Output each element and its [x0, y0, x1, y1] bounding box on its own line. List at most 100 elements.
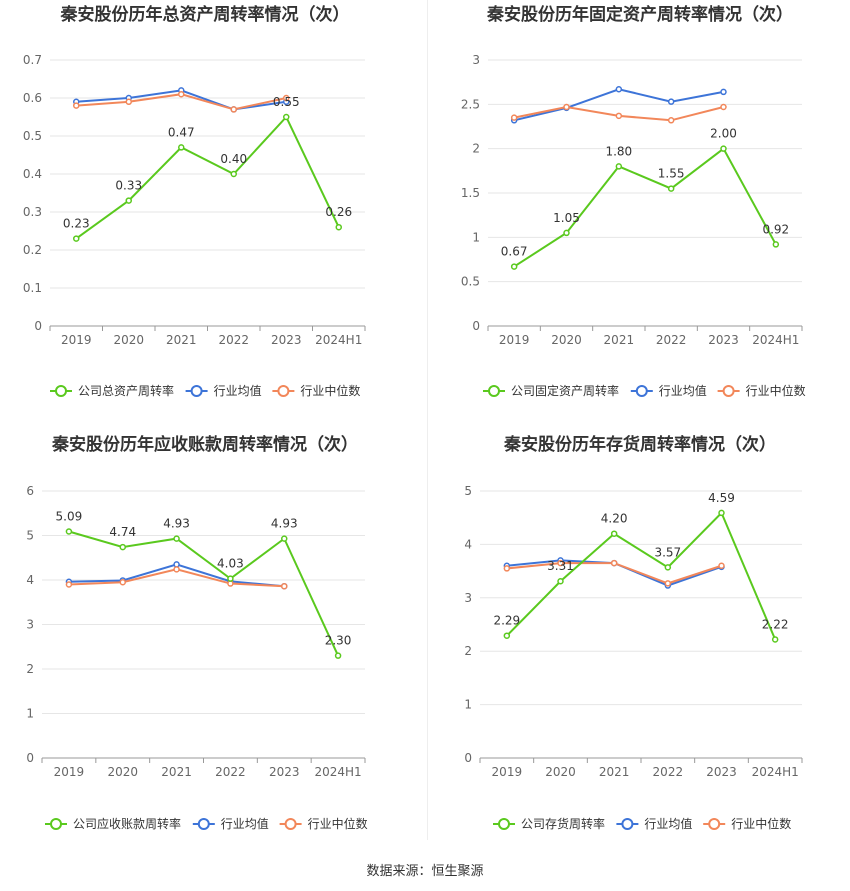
- y-tick-label: 3: [26, 618, 34, 632]
- y-tick-label: 0: [464, 751, 472, 765]
- x-tick-label: 2019: [492, 765, 523, 779]
- legend-item-industry_avg[interactable]: 行业均值: [185, 383, 262, 398]
- data-label: 1.05: [553, 211, 580, 225]
- x-tick-label: 2022: [656, 333, 687, 347]
- legend-item-company[interactable]: 公司应收账款周转率: [45, 816, 181, 831]
- legend-label: 行业中位数: [746, 383, 806, 398]
- legend-label: 公司总资产周转率: [78, 383, 174, 398]
- y-tick-label: 6: [26, 484, 34, 498]
- data-label: 4.20: [601, 512, 628, 526]
- legend-item-industry_median[interactable]: 行业中位数: [703, 816, 791, 831]
- data-point-industry_median: [283, 94, 290, 102]
- y-tick-label: 5: [464, 484, 472, 498]
- data-point-company: [503, 632, 511, 639]
- data-point-company: [664, 564, 672, 571]
- data-point-company: [563, 229, 570, 237]
- legend-item-industry_median[interactable]: 行业中位数: [272, 383, 360, 398]
- x-tick-label: 2019: [61, 333, 92, 347]
- legend-label: 行业中位数: [308, 816, 368, 831]
- y-tick-label: 0.6: [23, 91, 42, 105]
- x-tick-label: 2023: [269, 765, 300, 779]
- legend-marker: [50, 818, 62, 830]
- legend-marker: [498, 818, 510, 830]
- chart-title: 秦安股份历年总资产周转率情况（次）: [61, 4, 350, 25]
- data-label: 4.74: [109, 525, 136, 539]
- data-label: 2.29: [493, 614, 520, 628]
- data-label: 4.93: [271, 517, 298, 531]
- data-point-company: [173, 535, 180, 542]
- legend-item-industry_avg[interactable]: 行业均值: [630, 383, 707, 398]
- legend-marker: [621, 818, 634, 830]
- x-tick-label: 2023: [708, 333, 739, 347]
- y-tick-label: 3: [472, 53, 480, 67]
- y-tick-label: 0.5: [461, 275, 480, 289]
- data-label: 3.57: [654, 545, 681, 559]
- data-point-company: [771, 636, 779, 643]
- x-tick-label: 2022: [215, 765, 246, 779]
- charts-canvas: 秦安股份历年总资产周转率情况（次） 0 0.1 0.2 0.3 0.4 0.5 0.6 0.7 2…: [23, 4, 806, 831]
- data-label: 0.47: [168, 125, 195, 139]
- data-point-industry_median: [65, 581, 73, 588]
- data-point-industry_avg: [720, 88, 727, 96]
- legend-marker: [197, 818, 210, 830]
- source-note: 数据来源：恒生聚源: [366, 864, 484, 879]
- legend-marker: [55, 385, 67, 397]
- legend-item-company[interactable]: 公司固定资产周转率: [483, 383, 619, 398]
- data-point-industry_median: [119, 578, 126, 586]
- data-point-industry_median: [125, 98, 132, 106]
- legend-marker: [635, 385, 648, 397]
- y-tick-label: 4: [464, 537, 472, 551]
- data-point-industry_median: [720, 103, 727, 111]
- x-tick-label: 2024H1: [752, 333, 799, 347]
- legend-label: 行业中位数: [300, 383, 360, 398]
- data-label: 0.55: [273, 95, 300, 109]
- data-point-industry_median: [173, 566, 180, 573]
- x-tick-label: 2021: [161, 765, 192, 779]
- data-label: 0.23: [63, 217, 90, 231]
- data-point-company: [610, 530, 618, 537]
- series-line-company: [68, 530, 339, 657]
- legend-item-industry_avg[interactable]: 行业均值: [616, 816, 692, 831]
- x-tick-label: 2024H1: [315, 333, 362, 347]
- panel-divider: [427, 0, 428, 840]
- series-line-company: [506, 511, 777, 640]
- legend-label: 公司固定资产周转率: [511, 383, 619, 398]
- legend-item-company[interactable]: 公司存货周转率: [493, 816, 605, 831]
- x-tick-label: 2021: [166, 333, 197, 347]
- data-label: 4.59: [708, 491, 735, 505]
- legend-item-company[interactable]: 公司总资产周转率: [50, 383, 174, 398]
- y-tick-label: 3: [464, 591, 472, 605]
- data-label: 0.33: [115, 179, 142, 193]
- data-point-company: [615, 163, 623, 170]
- x-tick-label: 2024H1: [752, 765, 799, 779]
- y-tick-label: 0.1: [23, 281, 42, 295]
- data-point-industry_median: [510, 114, 518, 121]
- series-line-company: [513, 147, 777, 268]
- legend-marker: [722, 385, 735, 397]
- x-tick-label: 2019: [499, 333, 530, 347]
- data-point-industry_median: [615, 112, 623, 120]
- data-point-industry_avg: [667, 98, 675, 105]
- data-point-industry_median: [610, 559, 618, 567]
- data-label: 1.55: [658, 167, 685, 181]
- legend-marker: [488, 385, 500, 397]
- data-point-industry_median: [230, 106, 237, 113]
- x-tick-label: 2021: [599, 765, 630, 779]
- x-tick-label: 2022: [218, 333, 249, 347]
- y-tick-label: 0: [34, 319, 42, 333]
- chart-panel-3: 秦安股份历年应收账款周转率情况（次） 0 1 2 3 4 5 6 2019 2020 2021 202…: [26, 434, 367, 831]
- y-tick-label: 2.5: [461, 97, 480, 111]
- data-point-industry_median: [178, 90, 185, 98]
- y-tick-label: 1.5: [461, 186, 480, 200]
- legend-item-industry_avg[interactable]: 行业均值: [192, 816, 269, 831]
- legend-item-industry_median[interactable]: 行业中位数: [279, 816, 368, 831]
- x-tick-label: 2022: [653, 765, 684, 779]
- y-tick-label: 2: [464, 644, 472, 658]
- legend-item-industry_median[interactable]: 行业中位数: [717, 383, 806, 398]
- data-point-company: [283, 113, 290, 121]
- data-point-company: [230, 170, 237, 178]
- legend-label: 公司应收账款周转率: [73, 816, 181, 831]
- data-label: 0.92: [762, 222, 789, 236]
- legend-marker: [190, 385, 203, 397]
- data-point-company: [227, 575, 234, 582]
